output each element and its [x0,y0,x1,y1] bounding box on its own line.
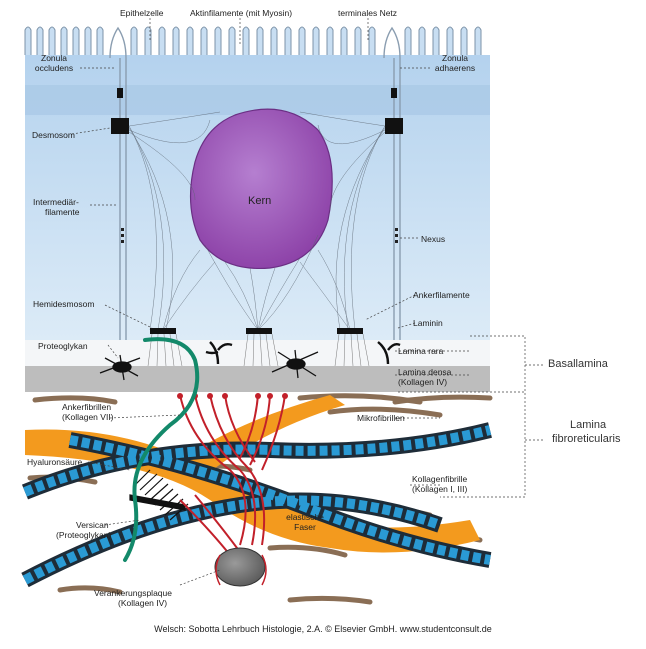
versican [129,469,189,521]
label-epithelzelle: Epithelzelle [120,8,164,18]
zonula-occludens-right [391,88,397,98]
label-verankerung-1: Verankerungsplaque [94,588,172,598]
label-zonula-adhaerens-1: Zonula [442,53,468,63]
label-verankerung-2: (Kollagen IV) [118,598,168,608]
desmosome-left [111,118,129,134]
label-hemidesmosom: Hemidesmosom [33,299,95,309]
label-hyaluronsaeure: Hyaluronsäure [27,457,83,467]
label-zonula-adhaerens-2: adhaerens [434,63,476,73]
label-laminin: Laminin [413,318,443,328]
zonula-occludens-left [117,88,123,98]
label-kern: Kern [248,195,272,207]
label-desmosom: Desmosom [32,130,75,140]
label-versican-1: Versican [76,520,109,530]
label-elastische-2: Faser [294,522,316,532]
desmosome-right [385,118,403,134]
hemidesmosome-1 [150,328,176,334]
laminin-molecules [205,341,401,365]
label-lamina-densa-2: (Kollagen IV) [398,377,448,387]
label-mikrofibrillen: Mikrofibrillen [357,413,405,423]
label-lamina-densa-1: Lamina densa [398,367,452,377]
label-aktinfilamente: Aktinfilamente (mit Myosin) [190,8,293,18]
label-ankerfibrillen-2: (Kollagen VII) [62,412,114,422]
label-intermediaer-1: Intermediär- [33,197,79,207]
basal-lamina [25,333,490,392]
hemidesmosomes [150,328,363,334]
label-basallamina: Basallamina [548,358,608,370]
label-kollagenfibrille-1: Kollagenfibrille [412,474,468,484]
lamina-fibroreticularis [21,337,493,620]
label-nexus: Nexus [421,234,446,244]
label-zonula-occludens-1: Zonula [41,53,67,63]
label-lamina-fibro-2: fibroreticularis [552,433,621,445]
label-intermediaer-2: filamente [45,207,80,217]
label-elastische-1: elastische [286,512,324,522]
label-kollagenfibrille-2: (Kollagen I, III) [412,484,468,494]
proteoglycan-molecules [99,349,319,381]
lamina-rara [25,340,490,366]
hyaluronan [123,337,200,562]
anchoring-fibrils [179,394,286,556]
label-lamina-fibro-1: Lamina [570,419,607,431]
anchoring-plaque [214,547,266,587]
label-lamina-rara: Lamina rara [398,346,444,356]
cell-borders [109,26,401,340]
label-ankerfilamente: Ankerfilamente [413,290,470,300]
anchor-filaments [147,333,370,367]
microvilli [24,26,482,55]
label-versican-2: (Proteoglykan) [56,530,112,540]
hemidesmosome-2 [246,328,272,334]
epithelial-layer [24,26,490,340]
leader-lines [71,18,545,586]
label-terminales-netz: terminales Netz [338,8,398,18]
lamina-densa [25,366,490,392]
junctions [111,88,403,134]
nucleus [189,108,333,270]
hemidesmosome-3 [337,328,363,334]
label-zonula-occludens-2: occludens [34,63,74,73]
figure-credit: Welsch: Sobotta Lehrbuch Histologie, 2.A… [154,624,492,634]
label-proteoglykan: Proteoglykan [38,341,88,351]
intermediate-filaments [128,111,386,331]
label-ankerfibrillen-1: Ankerfibrillen [62,402,112,412]
nexus-junction [121,228,398,243]
